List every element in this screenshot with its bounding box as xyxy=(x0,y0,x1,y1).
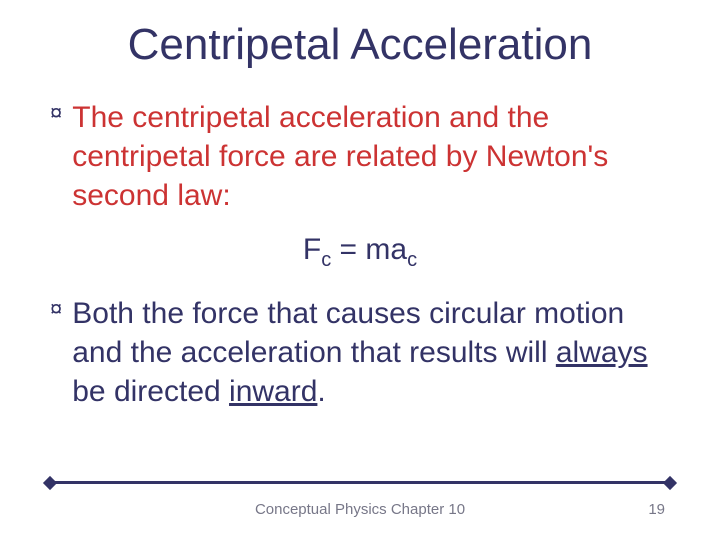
bullet-2-post: . xyxy=(317,375,325,408)
slide-container: Centripetal Acceleration ¤ The centripet… xyxy=(0,0,720,540)
bullet-2: ¤ Both the force that causes circular mo… xyxy=(50,294,670,411)
equation-lhs-sub: c xyxy=(321,249,331,271)
bullet-2-u2: inward xyxy=(229,375,317,408)
slide-title: Centripetal Acceleration xyxy=(50,20,670,70)
equation-lhs: F xyxy=(303,233,321,266)
equation: Fc = mac xyxy=(50,233,670,272)
bullet-2-text: Both the force that causes circular moti… xyxy=(72,294,670,411)
bullet-2-pre: Both the force that causes circular moti… xyxy=(72,297,624,369)
bullet-2-u1: always xyxy=(556,336,648,369)
bullet-1: ¤ The centripetal acceleration and the c… xyxy=(50,98,670,215)
bullet-glyph: ¤ xyxy=(50,98,62,129)
equation-rhs-sub: c xyxy=(407,249,417,271)
bullet-2-mid: be directed xyxy=(72,375,229,408)
bullet-1-text: The centripetal acceleration and the cen… xyxy=(72,98,670,215)
footer-center: Conceptual Physics Chapter 10 xyxy=(0,501,720,518)
footer-page-number: 19 xyxy=(648,501,665,518)
divider-line xyxy=(50,481,670,484)
bullet-glyph: ¤ xyxy=(50,294,62,325)
equation-eq: = ma xyxy=(331,233,407,266)
